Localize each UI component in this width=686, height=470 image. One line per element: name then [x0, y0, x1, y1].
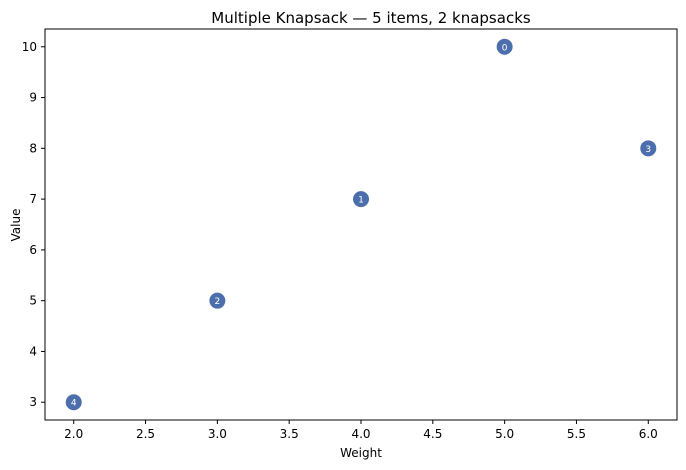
data-point-label: 2 [214, 297, 220, 307]
y-axis: 3 4 5 6 7 8 9 10 [22, 40, 45, 409]
x-tick-label: 3.5 [280, 427, 299, 441]
x-tick-label: 5.0 [495, 427, 514, 441]
data-point-label: 0 [502, 43, 508, 53]
x-axis-label: Weight [340, 446, 382, 460]
x-tick-label: 4.5 [423, 427, 442, 441]
data-point-label: 4 [71, 399, 77, 409]
y-axis-label: Value [9, 209, 23, 242]
data-point-1 [353, 191, 369, 208]
y-tick-label: 5 [29, 294, 37, 308]
y-tick-label: 9 [29, 91, 37, 105]
data-point-label: 1 [358, 196, 364, 206]
x-axis: 2.0 2.5 3.0 3.5 4.0 4.5 5.0 5.5 6.0 [64, 420, 658, 441]
y-tick-label: 7 [29, 192, 37, 206]
data-point-0 [496, 38, 513, 55]
x-tick-label: 2.0 [64, 427, 83, 441]
x-tick-label: 5.5 [567, 427, 586, 441]
data-point-2 [209, 292, 226, 309]
data-point-4 [65, 394, 82, 411]
data-point-label: 3 [645, 145, 651, 155]
y-tick-label: 3 [29, 395, 37, 409]
y-tick-label: 8 [29, 141, 37, 155]
y-tick-label: 10 [22, 40, 37, 54]
y-tick-label: 6 [29, 243, 37, 257]
plot-area [44, 28, 678, 421]
y-tick-label: 4 [29, 344, 37, 358]
chart-title: Multiple Knapsack — 5 items, 2 knapsacks [211, 9, 531, 27]
data-point-3 [640, 140, 657, 157]
x-tick-label: 6.0 [639, 427, 658, 441]
data-points: 0 1 2 3 4 [65, 38, 657, 411]
x-tick-label: 3.0 [208, 427, 227, 441]
x-tick-label: 4.0 [351, 427, 370, 441]
x-tick-label: 2.5 [136, 427, 155, 441]
